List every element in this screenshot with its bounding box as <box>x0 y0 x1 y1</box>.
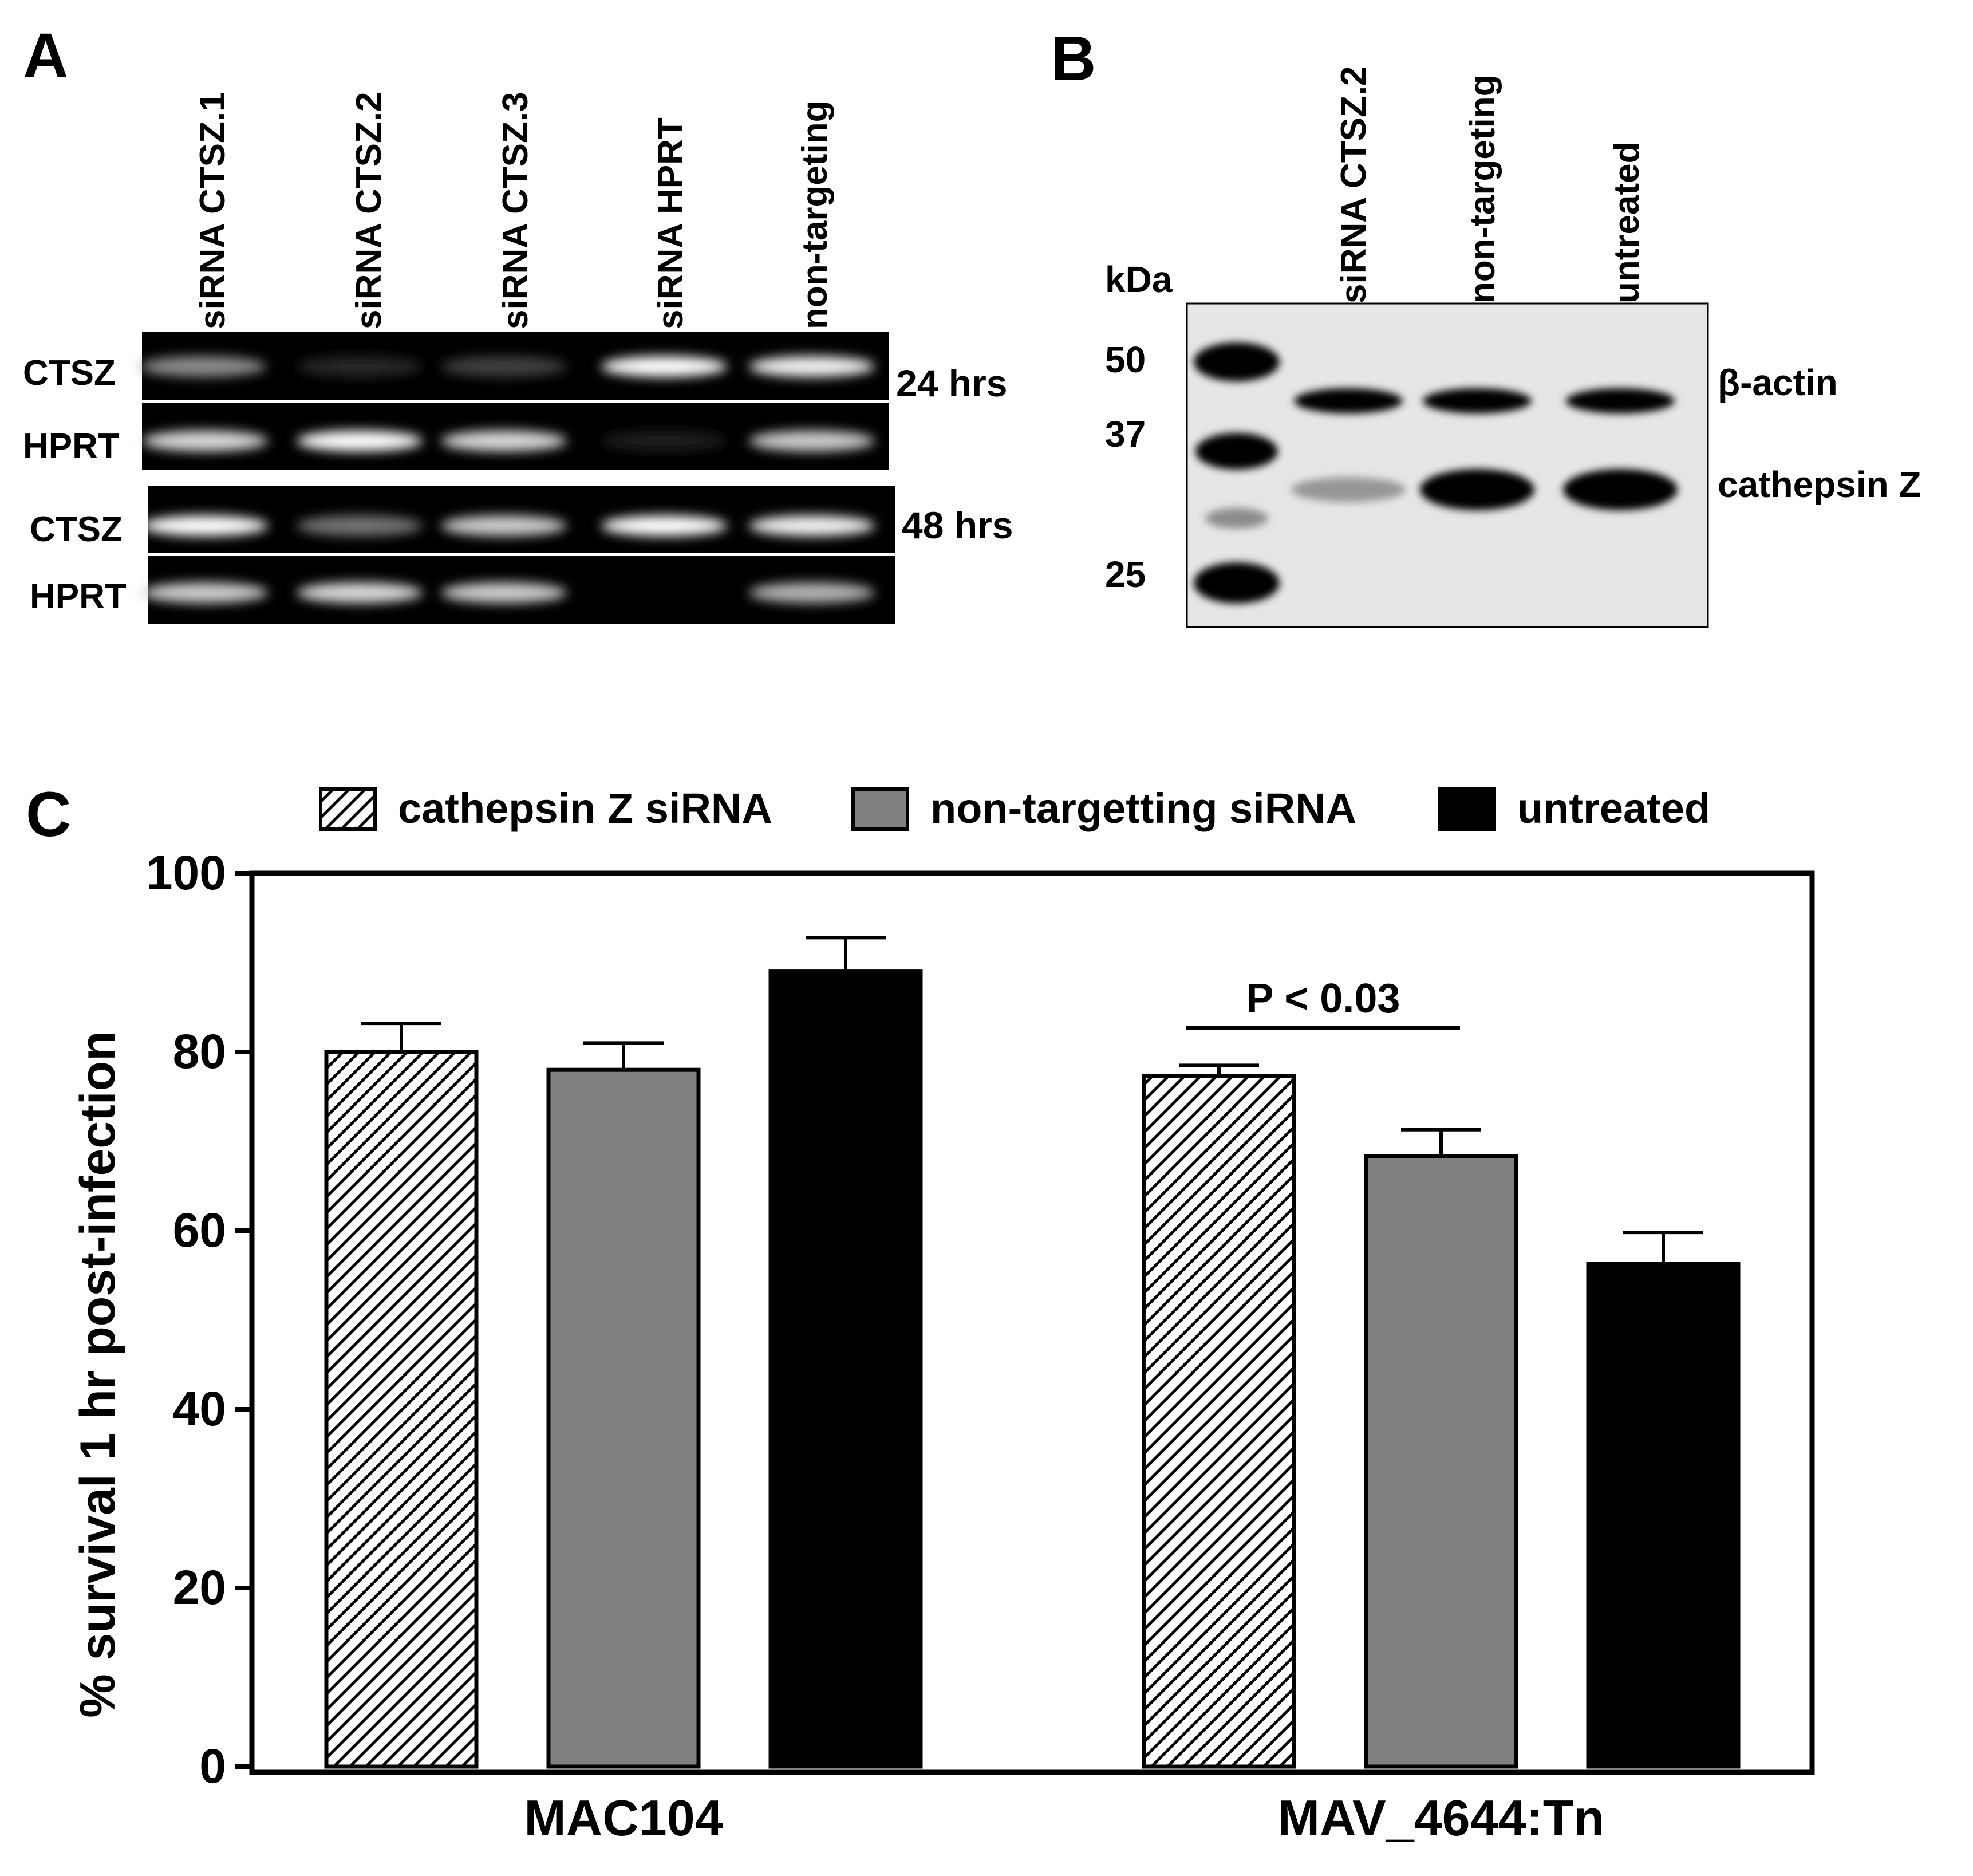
kda-label: kDa <box>1105 259 1173 300</box>
y-tick-label: 20 <box>173 1560 226 1614</box>
gel-band <box>749 431 875 451</box>
panel-a-lane-label: siRNA HPRT <box>651 117 690 329</box>
gel-band <box>297 356 423 377</box>
significance-label: P < 0.03 <box>1246 976 1400 1022</box>
panel-b-label: B <box>1051 23 1096 94</box>
gel-band <box>142 582 268 603</box>
ladder-band <box>1195 433 1278 470</box>
legend-swatch <box>319 787 377 831</box>
y-tick-label: 80 <box>173 1024 226 1078</box>
y-tick-label: 0 <box>199 1739 226 1793</box>
panel-c: C cathepsin Z siRNA non-targetting siRNA u… <box>26 779 1815 1846</box>
row-label-ctsz-48: CTSZ <box>30 510 123 549</box>
gel-band <box>601 356 727 377</box>
marker-37: 37 <box>1105 413 1146 455</box>
bar <box>1364 1154 1518 1769</box>
marker-25: 25 <box>1105 554 1146 595</box>
gel-band <box>441 515 567 536</box>
gel-band <box>441 582 567 603</box>
x-category-label: MAC104 <box>524 1790 723 1846</box>
ladder-band <box>1194 562 1280 604</box>
panel-b: B siRNA CTSZ.2 non-targeting untreated k… <box>1051 23 1921 628</box>
marker-50: 50 <box>1105 339 1146 380</box>
chart-legend: cathepsin Z siRNA non-targetting siRNA unt… <box>319 785 1710 832</box>
x-axis-labels: MAC104 MAV_4644:Tn <box>524 1790 1604 1846</box>
band-label-cathepsin-z: cathepsin Z <box>1718 464 1921 505</box>
row-label-hprt-24: HPRT <box>23 427 120 466</box>
panel-b-lane-label: non-targeting <box>1463 75 1502 304</box>
legend-swatch <box>851 787 909 831</box>
y-axis-label: % survival 1 hr post-infection <box>70 1031 125 1717</box>
gel-band <box>297 431 423 451</box>
legend-label: untreated <box>1517 785 1710 832</box>
gel-band <box>142 515 268 536</box>
gel-band <box>140 356 266 377</box>
ladder-band <box>1194 342 1280 381</box>
time-label-48: 48 hrs <box>902 504 1013 546</box>
cathepsin-z-band <box>1420 469 1534 510</box>
bar <box>1142 1074 1296 1769</box>
y-tick-label: 40 <box>173 1382 226 1436</box>
beta-actin-band <box>1566 388 1675 413</box>
legend-label: cathepsin Z siRNA <box>398 785 772 832</box>
gel-band <box>441 356 567 377</box>
gel-band <box>441 431 567 451</box>
panel-a-bands <box>140 356 875 603</box>
panel-a-label: A <box>23 21 68 91</box>
panel-a-lane-label: siRNA CTSZ.1 <box>193 92 232 329</box>
chart-bars <box>324 936 1741 1769</box>
bar <box>768 969 923 1769</box>
gel-band <box>749 515 875 536</box>
gel-band <box>601 431 727 451</box>
panel-b-lane-label: untreated <box>1607 142 1647 304</box>
legend-swatch <box>1438 787 1496 831</box>
legend-label: non-targetting siRNA <box>930 785 1356 832</box>
bar <box>1586 1262 1741 1769</box>
bar <box>546 1067 701 1769</box>
ladder-band <box>1205 508 1268 529</box>
time-label-24: 24 hrs <box>896 362 1007 404</box>
bar <box>324 1050 479 1769</box>
panel-a-lane-labels: siRNA CTSZ.1 siRNA CTSZ.2 siRNA CTSZ.3 s… <box>193 92 835 329</box>
gel-band <box>297 515 423 536</box>
y-tick-label: 100 <box>146 846 226 900</box>
gel-band <box>142 431 268 451</box>
y-tick-label: 60 <box>173 1203 226 1257</box>
panel-a-lane-label: non-targeting <box>795 101 835 330</box>
plot-frame <box>249 870 1815 1775</box>
gel-band <box>297 582 423 603</box>
row-label-ctsz-24: CTSZ <box>23 353 116 393</box>
gel-band <box>749 356 875 377</box>
x-category-label: MAV_4644:Tn <box>1278 1790 1605 1846</box>
panel-a-lane-label: siRNA CTSZ.2 <box>349 92 389 329</box>
panel-a-lane-label: siRNA CTSZ.3 <box>496 92 535 329</box>
panel-b-lane-label: siRNA CTSZ.2 <box>1334 66 1374 304</box>
panel-c-label: C <box>26 779 71 850</box>
panel-b-bands <box>1291 388 1678 510</box>
row-label-hprt-48: HPRT <box>30 577 127 616</box>
band-label-beta-actin: β-actin <box>1718 362 1838 403</box>
gel-band <box>601 515 727 536</box>
y-axis: 0 20 40 60 80 100 <box>146 846 252 1793</box>
gel-band <box>749 582 875 603</box>
cathepsin-z-band <box>1291 477 1406 502</box>
beta-actin-band <box>1294 388 1403 413</box>
panel-a: A siRNA CTSZ.1 siRNA CTSZ.2 siRNA CTSZ.3… <box>23 21 1013 624</box>
beta-actin-band <box>1423 388 1532 413</box>
cathepsin-z-band <box>1563 469 1678 510</box>
